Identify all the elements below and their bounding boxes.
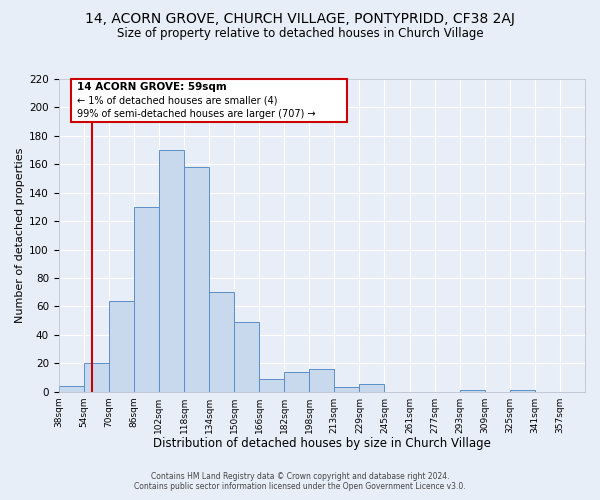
Y-axis label: Number of detached properties: Number of detached properties: [15, 148, 25, 323]
Bar: [284, 372, 309, 392]
Bar: [259, 379, 284, 392]
Bar: [184, 167, 209, 392]
Text: 99% of semi-detached houses are larger (707) →: 99% of semi-detached houses are larger (…: [77, 108, 316, 118]
Text: ← 1% of detached houses are smaller (4): ← 1% of detached houses are smaller (4): [77, 96, 278, 106]
Text: 14 ACORN GROVE: 59sqm: 14 ACORN GROVE: 59sqm: [77, 82, 227, 92]
Text: 14, ACORN GROVE, CHURCH VILLAGE, PONTYPRIDD, CF38 2AJ: 14, ACORN GROVE, CHURCH VILLAGE, PONTYPR…: [85, 12, 515, 26]
Bar: [209, 292, 234, 392]
Bar: [334, 388, 359, 392]
Text: Contains public sector information licensed under the Open Government Licence v3: Contains public sector information licen…: [134, 482, 466, 491]
Bar: [134, 207, 159, 392]
Bar: [59, 386, 84, 392]
Bar: [359, 384, 385, 392]
X-axis label: Distribution of detached houses by size in Church Village: Distribution of detached houses by size …: [153, 437, 491, 450]
Text: Contains HM Land Registry data © Crown copyright and database right 2024.: Contains HM Land Registry data © Crown c…: [151, 472, 449, 481]
Bar: [309, 369, 334, 392]
Text: Size of property relative to detached houses in Church Village: Size of property relative to detached ho…: [116, 28, 484, 40]
Bar: [84, 363, 109, 392]
Bar: [510, 390, 535, 392]
Bar: [234, 322, 259, 392]
Bar: [109, 300, 134, 392]
Bar: [159, 150, 184, 392]
Bar: [460, 390, 485, 392]
